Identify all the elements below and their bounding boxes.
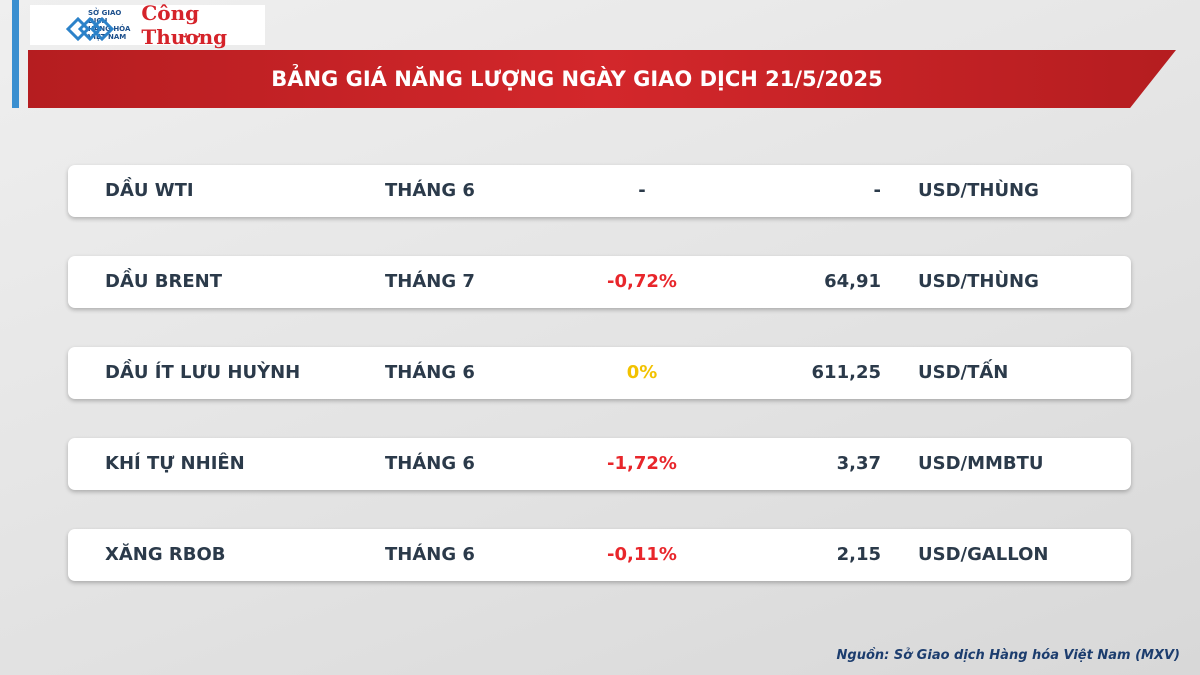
unit: USD/THÙNG bbox=[918, 271, 1039, 292]
brand: Công Thương bbox=[141, 1, 228, 49]
commodity: DẦU WTI bbox=[105, 180, 194, 201]
price: 611,25 bbox=[811, 362, 881, 383]
logo-mark bbox=[66, 17, 115, 41]
logo-text: SỞ GIAO DỊCH HÀNG HÓA VIỆT NAM bbox=[88, 9, 133, 41]
table-row: XĂNG RBOB THÁNG 6 -0,11% 2,15 USD/GALLON bbox=[68, 529, 1131, 581]
contract-month: THÁNG 7 bbox=[385, 271, 475, 292]
title: BẢNG GIÁ NĂNG LƯỢNG NGÀY GIAO DỊCH 21/5/… bbox=[271, 67, 883, 91]
unit: USD/MMBTU bbox=[918, 453, 1044, 474]
change: - bbox=[638, 180, 646, 201]
logo-line: VIỆT NAM bbox=[88, 33, 127, 41]
title-banner: BẢNG GIÁ NĂNG LƯỢNG NGÀY GIAO DỊCH 21/5/… bbox=[28, 50, 1176, 108]
commodity: XĂNG RBOB bbox=[105, 544, 226, 565]
contract-month: THÁNG 6 bbox=[385, 453, 475, 474]
contract-month: THÁNG 6 bbox=[385, 362, 475, 383]
commodity: KHÍ TỰ NHIÊN bbox=[105, 453, 245, 474]
source: Nguồn: Sở Giao dịch Hàng hóa Việt Nam (M… bbox=[836, 648, 1180, 663]
change: -0,11% bbox=[607, 544, 677, 565]
price: 64,91 bbox=[824, 271, 881, 292]
accent-stripe bbox=[12, 0, 19, 108]
contract-month: THÁNG 6 bbox=[385, 180, 475, 201]
change: 0% bbox=[626, 362, 658, 383]
logo-line: SỞ GIAO DỊCH bbox=[88, 9, 122, 25]
contract-month: THÁNG 6 bbox=[385, 544, 475, 565]
table-row: DẦU ÍT LƯU HUỲNH THÁNG 6 0% 611,25 USD/TẤN bbox=[68, 347, 1131, 399]
unit: USD/TẤN bbox=[918, 362, 1009, 383]
price: 2,15 bbox=[836, 544, 881, 565]
commodity: DẦU BRENT bbox=[105, 271, 222, 292]
price: 3,37 bbox=[836, 453, 881, 474]
price: - bbox=[873, 180, 881, 201]
change: -1,72% bbox=[607, 453, 677, 474]
table-row: KHÍ TỰ NHIÊN THÁNG 6 -1,72% 3,37 USD/MMBTU bbox=[68, 438, 1131, 490]
unit: USD/GALLON bbox=[918, 544, 1049, 565]
unit: USD/THÙNG bbox=[918, 180, 1039, 201]
logo: SỞ GIAO DỊCH HÀNG HÓA VIỆT NAM Công Thương bbox=[30, 1, 265, 49]
logo-line: HÀNG HÓA bbox=[88, 25, 131, 33]
change: -0,72% bbox=[607, 271, 677, 292]
table-row: DẦU BRENT THÁNG 7 -0,72% 64,91 USD/THÙNG bbox=[68, 256, 1131, 308]
table-row: DẦU WTI THÁNG 6 - - USD/THÙNG bbox=[68, 165, 1131, 217]
commodity: DẦU ÍT LƯU HUỲNH bbox=[105, 362, 301, 383]
